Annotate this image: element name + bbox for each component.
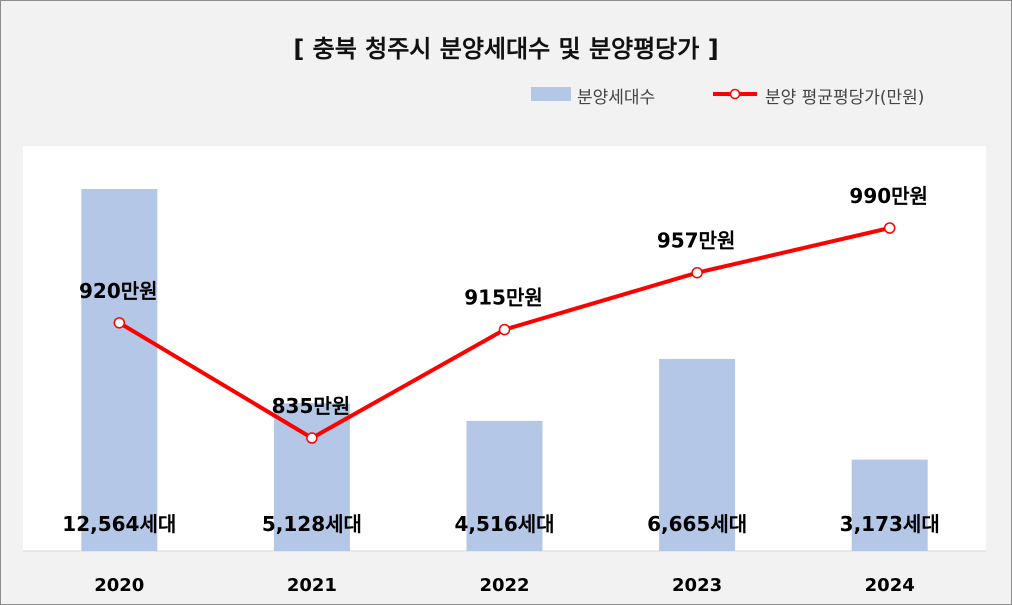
line-point-2024 [883,222,896,234]
line-value-label: 835만원 [272,394,351,418]
legend-line-label: 분양 평균평당가(만원) [765,88,925,108]
x-tick-label: 2021 [287,575,337,596]
line-point-2020 [113,317,126,329]
line-point-2022 [498,323,511,336]
line-value-label: 990만원 [849,184,928,208]
line-point-2021 [306,432,318,444]
bar-value-label: 5,128세대 [262,512,362,536]
bar-2024 [851,459,928,551]
bar-value-label: 12,564세대 [62,512,176,536]
line-value-label: 920만원 [79,279,158,303]
bar-series [81,189,928,551]
x-tick-labels: 2020 2021 2022 2023 2024 [94,575,915,596]
bar-value-label: 6,665세대 [647,512,747,536]
bar-2023 [659,358,736,551]
chart-title: [ 충북 청주시 분양세대수 및 분양평당가 ] [293,35,719,63]
bar-value-labels: 12,564세대 5,128세대 4,516세대 6,665세대 3,173세대 [62,512,939,536]
bar-2022 [466,420,543,551]
x-tick-label: 2020 [94,575,144,596]
line-series [113,222,896,444]
line-value-label: 957만원 [657,229,736,253]
legend-bar-swatch [531,87,571,101]
x-tick-label: 2023 [672,575,722,596]
bar-2020 [81,189,158,551]
bar-value-label: 4,516세대 [454,512,554,536]
x-tick-label: 2022 [479,575,529,596]
bar-2021 [273,403,350,551]
line-point-2023 [691,266,703,279]
bar-value-label: 3,173세대 [840,512,940,536]
x-tick-label: 2024 [865,575,915,596]
legend-line-swatch [713,88,757,100]
legend-bar-label: 분양세대수 [577,88,656,108]
line-value-labels: 920만원 835만원 915만원 957만원 990만원 [79,184,928,418]
line-value-label: 915만원 [464,286,543,310]
